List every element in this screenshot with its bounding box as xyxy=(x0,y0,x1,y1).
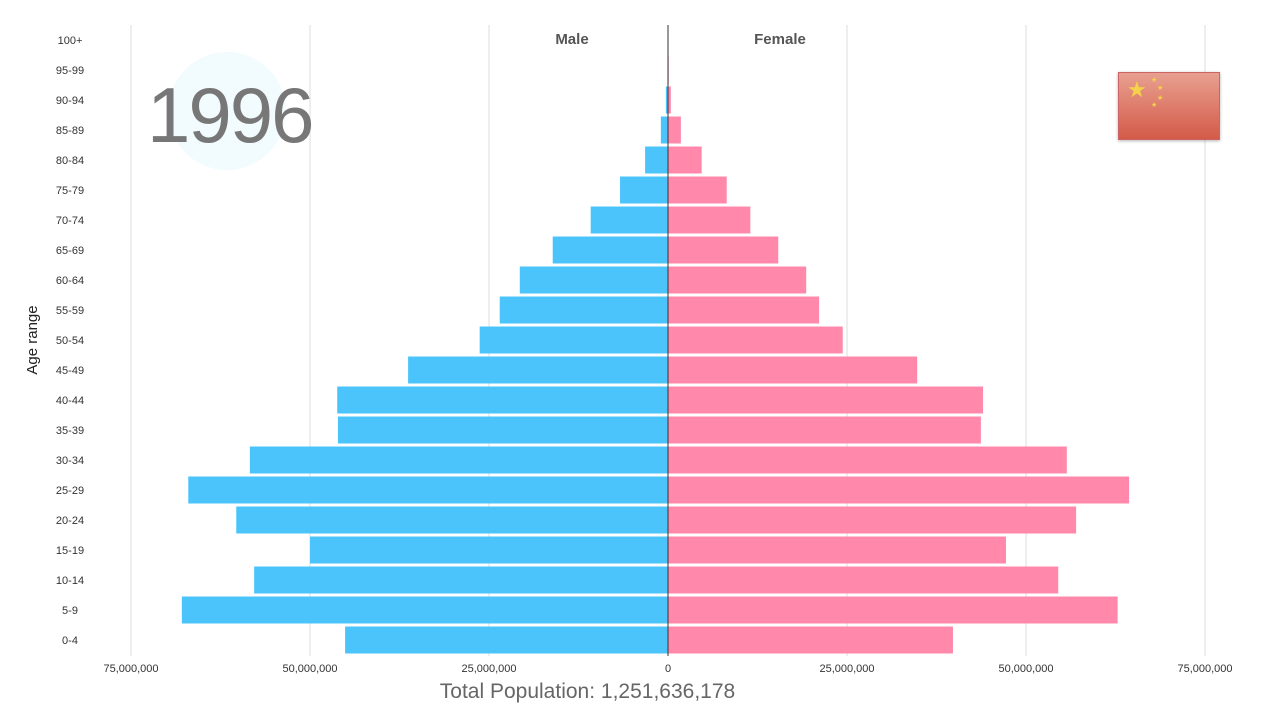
y-tick-label: 80-84 xyxy=(56,155,84,167)
x-tick-label: 50,000,000 xyxy=(282,663,337,675)
x-tick-label: 50,000,000 xyxy=(998,663,1053,675)
y-tick-label: 100+ xyxy=(58,35,83,47)
legend-female: Female xyxy=(754,31,806,48)
y-tick-label: 20-24 xyxy=(56,515,84,527)
x-tick-label: 75,000,000 xyxy=(103,663,158,675)
male-bar-30-34 xyxy=(249,446,668,474)
male-bar-40-44 xyxy=(337,386,668,414)
male-bar-15-19 xyxy=(310,536,668,564)
female-bar-20-24 xyxy=(668,506,1077,534)
y-tick-label: 95-99 xyxy=(56,65,84,77)
total-population: Total Population: 1,251,636,178 xyxy=(0,680,1175,704)
y-tick-label: 55-59 xyxy=(56,305,84,317)
male-bar-70-74 xyxy=(590,206,668,234)
female-bar-30-34 xyxy=(668,446,1067,474)
y-tick-label: 25-29 xyxy=(56,485,84,497)
y-tick-label: 60-64 xyxy=(56,275,84,287)
female-bar-55-59 xyxy=(668,296,820,324)
male-bar-60-64 xyxy=(519,266,668,294)
female-bar-15-19 xyxy=(668,536,1006,564)
china-flag-icon: ★ ★ ★ ★ ★ xyxy=(1118,72,1220,140)
male-bar-35-39 xyxy=(337,416,668,444)
male-bar-55-59 xyxy=(499,296,668,324)
year-label: 1996 xyxy=(147,71,315,159)
female-bar-80-84 xyxy=(668,146,702,174)
y-tick-label: 10-14 xyxy=(56,575,84,587)
watermark-logo xyxy=(168,52,286,170)
male-bar-5-9 xyxy=(181,596,668,624)
female-bar-45-49 xyxy=(668,356,918,384)
y-axis-label: Age range xyxy=(24,305,41,374)
x-tick-label: 75,000,000 xyxy=(1177,663,1232,675)
y-tick-label: 75-79 xyxy=(56,185,84,197)
y-tick-label: 0-4 xyxy=(62,635,78,647)
total-value: 1,251,636,178 xyxy=(600,680,736,703)
female-bar-60-64 xyxy=(668,266,807,294)
female-bar-65-69 xyxy=(668,236,779,264)
female-bar-90-94 xyxy=(668,86,671,114)
male-bar-85-89 xyxy=(660,116,668,144)
male-bar-75-79 xyxy=(620,176,668,204)
y-tick-label: 85-89 xyxy=(56,125,84,137)
y-tick-label: 70-74 xyxy=(56,215,84,227)
y-tick-label: 5-9 xyxy=(62,605,78,617)
female-bar-35-39 xyxy=(668,416,981,444)
y-tick-label: 40-44 xyxy=(56,395,84,407)
female-bar-5-9 xyxy=(668,596,1118,624)
male-bar-25-29 xyxy=(188,476,668,504)
y-tick-label: 35-39 xyxy=(56,425,84,437)
y-tick-label: 65-69 xyxy=(56,245,84,257)
x-tick-label: 0 xyxy=(665,663,671,675)
male-bar-65-69 xyxy=(552,236,668,264)
male-bar-80-84 xyxy=(645,146,668,174)
female-bar-40-44 xyxy=(668,386,984,414)
y-tick-label: 15-19 xyxy=(56,545,84,557)
male-bar-20-24 xyxy=(236,506,668,534)
female-bar-70-74 xyxy=(668,206,751,234)
male-bar-0-4 xyxy=(345,626,668,654)
y-tick-label: 45-49 xyxy=(56,365,84,377)
y-tick-label: 90-94 xyxy=(56,95,84,107)
x-tick-label: 25,000,000 xyxy=(461,663,516,675)
total-label: Total Population: xyxy=(439,680,596,703)
female-bar-10-14 xyxy=(668,566,1059,594)
female-bar-85-89 xyxy=(668,116,681,144)
female-bar-50-54 xyxy=(668,326,843,354)
legend-male: Male xyxy=(555,31,588,48)
female-bar-0-4 xyxy=(668,626,953,654)
x-tick-label: 25,000,000 xyxy=(819,663,874,675)
male-bar-50-54 xyxy=(479,326,668,354)
female-bar-25-29 xyxy=(668,476,1130,504)
y-tick-label: 30-34 xyxy=(56,455,84,467)
female-bar-75-79 xyxy=(668,176,727,204)
male-bar-10-14 xyxy=(254,566,669,594)
y-tick-label: 50-54 xyxy=(56,335,84,347)
male-bar-45-49 xyxy=(408,356,668,384)
male-bar-90-94 xyxy=(665,86,668,114)
